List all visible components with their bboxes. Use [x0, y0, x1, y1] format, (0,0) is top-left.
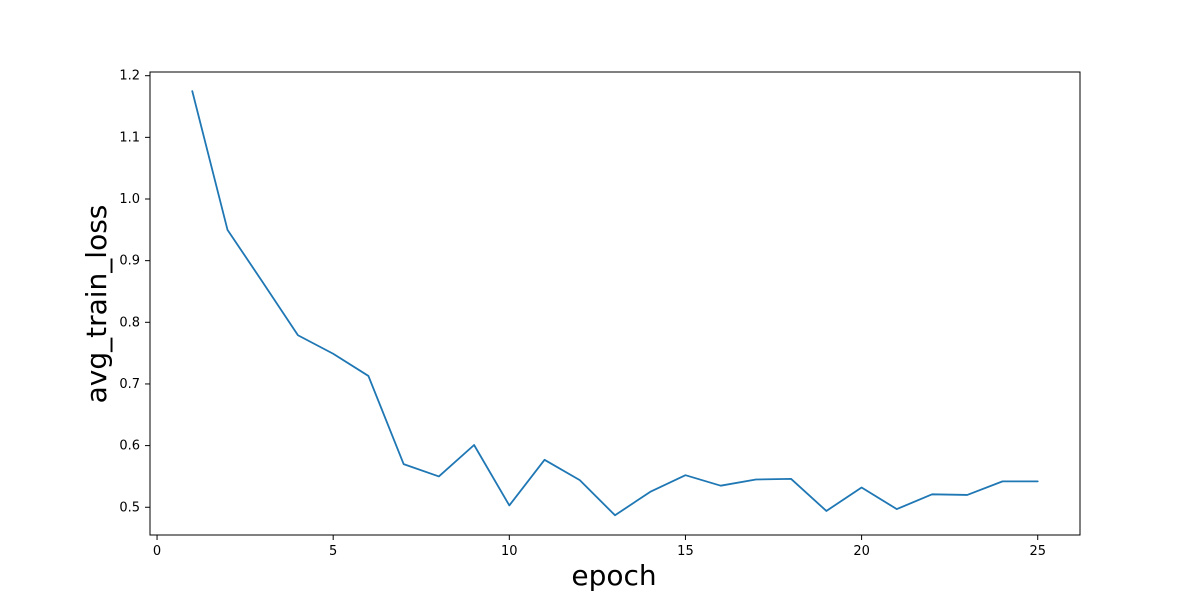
- x-tick-label: 25: [1029, 544, 1046, 559]
- series-layer: [191, 90, 1039, 517]
- data-point: [297, 334, 299, 336]
- y-tick-label: 0.6: [119, 439, 140, 454]
- data-point: [368, 375, 370, 377]
- y-ticks: 0.5 0.6 0.7 0.8 0.9 1.0 1.1 1.2: [119, 69, 150, 515]
- data-point: [649, 491, 651, 493]
- plot-area-background: [150, 72, 1080, 535]
- y-tick-label: 1.2: [119, 69, 140, 84]
- y-tick-label: 0.7: [119, 377, 140, 392]
- series-line-0: [191, 90, 1039, 517]
- x-tick-label: 0: [153, 544, 161, 559]
- data-point: [544, 459, 546, 461]
- data-point: [262, 281, 264, 283]
- y-tick-label: 0.5: [119, 500, 140, 515]
- data-point: [332, 353, 334, 355]
- data-point: [579, 479, 581, 481]
- y-tick-label: 0.9: [119, 254, 140, 269]
- y-axis-label: avg_train_loss: [80, 205, 113, 404]
- x-ticks: 0 5 10 15 20 25: [153, 535, 1046, 559]
- data-point: [509, 505, 511, 507]
- data-point: [790, 478, 792, 480]
- data-point: [473, 444, 475, 446]
- y-tick-label: 1.0: [119, 192, 140, 207]
- x-tick-label: 20: [853, 544, 870, 559]
- data-point: [755, 479, 757, 481]
- data-point: [826, 510, 828, 512]
- data-point: [191, 90, 193, 92]
- data-point: [861, 487, 863, 489]
- data-point: [403, 463, 405, 465]
- y-tick-label: 0.8: [119, 315, 140, 330]
- x-tick-label: 10: [501, 544, 518, 559]
- data-point: [227, 229, 229, 231]
- data-point: [1002, 481, 1004, 483]
- plot-frame: [149, 71, 1081, 536]
- data-point: [931, 494, 933, 496]
- data-point: [1037, 481, 1039, 483]
- x-axis-label: epoch: [571, 559, 656, 592]
- data-point: [685, 474, 687, 476]
- y-tick-label: 1.1: [119, 130, 140, 145]
- data-point: [720, 485, 722, 487]
- x-tick-label: 5: [329, 544, 337, 559]
- data-point: [614, 514, 616, 516]
- x-tick-label: 15: [677, 544, 694, 559]
- data-point: [438, 476, 440, 478]
- data-point: [896, 508, 898, 510]
- data-point: [966, 494, 968, 496]
